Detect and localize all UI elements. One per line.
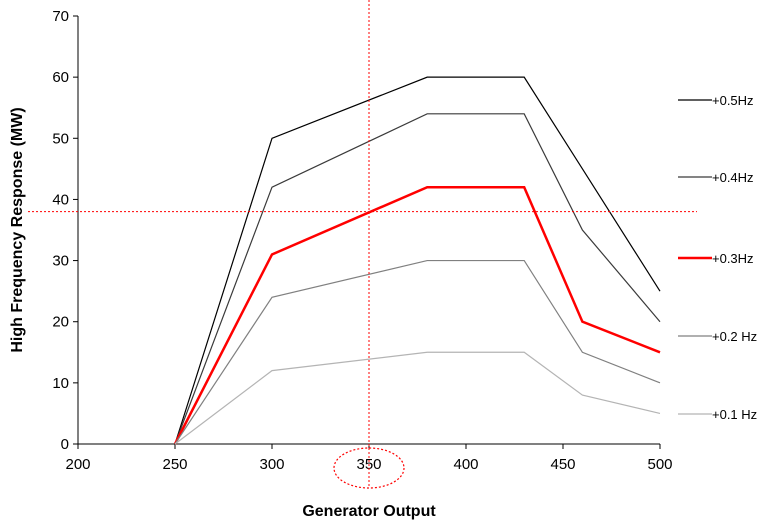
series-line-5 [174, 351, 661, 445]
y-ticks: 0 10 20 30 40 50 60 70 [52, 8, 78, 453]
annotation-group [28, 0, 697, 489]
legend-label: +0.1 Hz [712, 407, 757, 422]
series-line-2 [174, 113, 661, 445]
legend-label: +0.2 Hz [712, 329, 757, 344]
x-tick-label: 300 [259, 456, 284, 473]
series-line-3 [173, 185, 661, 445]
x-tick-label: 250 [162, 456, 187, 473]
x-tick-label: 450 [550, 456, 575, 473]
circled-tick-highlight [333, 447, 405, 489]
legend-label: +0.3Hz [712, 251, 754, 266]
x-axis-title: Generator Output [302, 503, 436, 520]
series-group [173, 76, 661, 445]
y-tick-label: 30 [52, 253, 69, 270]
series-line-1 [174, 76, 661, 445]
series-line-4 [174, 259, 661, 445]
x-tick-label: 200 [65, 456, 90, 473]
x-ticks: 200 250 300 350 400 450 500 [65, 444, 673, 473]
y-axis-title: High Frequency Response (MW) [9, 107, 26, 352]
y-tick-label: 0 [61, 436, 69, 453]
y-tick-label: 40 [52, 191, 69, 208]
x-tick-label: 500 [647, 456, 672, 473]
legend-label: +0.4Hz [712, 170, 754, 185]
y-tick-label: 20 [52, 314, 69, 331]
legend: +0.5Hz +0.4Hz +0.3Hz +0.2 Hz +0.1 Hz [678, 93, 757, 422]
y-tick-label: 60 [52, 69, 69, 86]
y-tick-label: 70 [52, 8, 69, 25]
y-tick-label: 10 [52, 375, 69, 392]
legend-label: +0.5Hz [712, 93, 754, 108]
x-tick-label: 400 [453, 456, 478, 473]
y-tick-label: 50 [52, 130, 69, 147]
